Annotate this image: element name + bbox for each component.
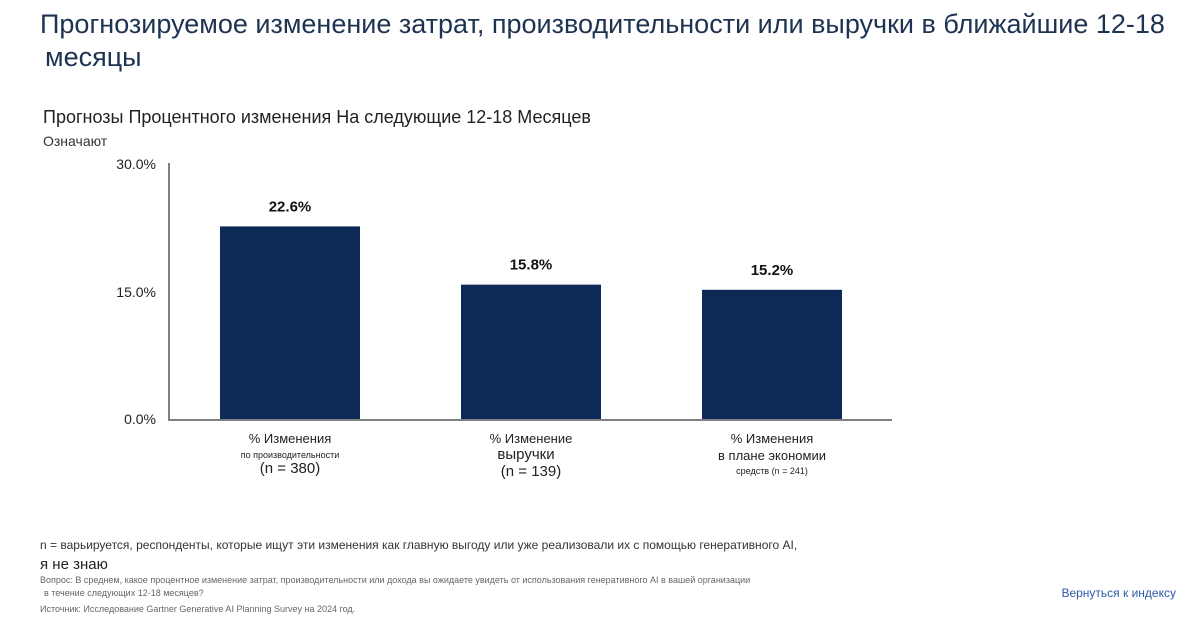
y-tick-label: 30.0% <box>116 156 156 172</box>
page-title-line1: Прогнозируемое изменение затрат, произво… <box>40 9 1165 39</box>
x-label-line: (n = 380) <box>259 460 321 477</box>
chart-subtitle: Означают <box>43 133 108 149</box>
x-label-line: % Изменения <box>730 431 814 446</box>
x-label-line: выручки <box>497 446 555 463</box>
y-tick-label: 0.0% <box>124 411 156 427</box>
bar-2 <box>461 284 601 420</box>
x-label-line: по производительности <box>240 450 340 460</box>
bar-value-label: 22.6% <box>269 198 312 215</box>
bar-3 <box>702 289 842 420</box>
back-to-index-link[interactable]: Вернуться к индексу <box>1061 586 1176 600</box>
footnote-question-cont: в течение следующих 12-18 месяцев? <box>44 588 204 598</box>
x-label-line: в плане экономии <box>718 448 826 463</box>
x-label-line: % Изменения <box>248 431 332 446</box>
bar-value-label: 15.2% <box>751 262 794 279</box>
x-category-label: % Изменения по производительности (n = 3… <box>190 431 390 477</box>
y-tick-label: 15.0% <box>116 284 156 300</box>
x-category-label: % Изменения в плане экономии средств (n … <box>672 431 872 476</box>
footnote-n-note: n = варьируется, респонденты, которые ищ… <box>40 538 798 552</box>
footnote-source: Источник: Исследование Gartner Generativ… <box>40 604 356 614</box>
x-label-line: % Изменение <box>489 431 573 446</box>
footnote-dont-know: я не знаю <box>40 556 108 573</box>
x-category-label: % Изменение выручки (n = 139) <box>431 431 631 480</box>
bar-value-label: 15.8% <box>510 257 553 274</box>
page-title-line2: месяцы <box>45 42 142 72</box>
chart-title: Прогнозы Процентного изменения На следую… <box>43 107 591 127</box>
x-label-line: (n = 139) <box>500 463 562 480</box>
x-label-line: средств (n = 241) <box>736 466 808 476</box>
page-title: Прогнозируемое изменение затрат, произво… <box>40 8 1170 74</box>
footnote-question: Вопрос: В среднем, какое процентное изме… <box>40 575 751 585</box>
bar-1 <box>220 226 360 420</box>
